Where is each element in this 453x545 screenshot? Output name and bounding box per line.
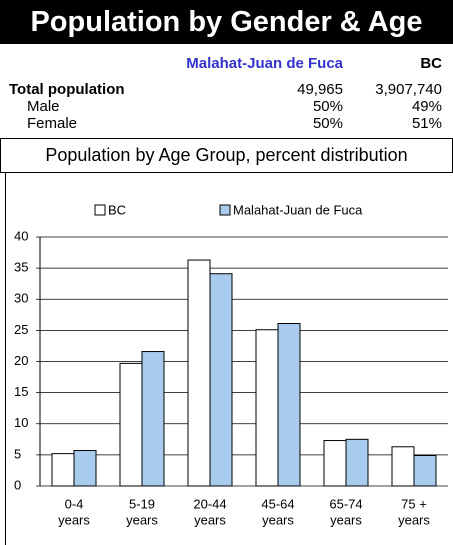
legend-label: BC bbox=[108, 202, 126, 217]
chart: 0 5 10 15 20 25 30 35 40 BC Malahat-Juan de Fuca 0-… bbox=[5, 172, 448, 545]
chart-title: Population by Age Group, percent distrib… bbox=[0, 138, 453, 173]
bar bbox=[141, 351, 165, 487]
legend-swatch bbox=[219, 204, 231, 216]
row-label: Female bbox=[27, 115, 78, 132]
cell: 50% bbox=[312, 115, 343, 132]
x-tick-label: 75 + bbox=[401, 496, 427, 511]
bar bbox=[277, 323, 301, 487]
bar bbox=[51, 453, 75, 487]
y-tick-label: 35 bbox=[14, 260, 28, 275]
y-tick-label: 20 bbox=[14, 353, 28, 368]
y-tick-label: 25 bbox=[14, 322, 28, 337]
y-tick-label: 15 bbox=[14, 384, 28, 399]
x-tick-label: 5-19 bbox=[129, 496, 155, 511]
x-tick-label: years bbox=[330, 512, 362, 527]
y-tick-label: 5 bbox=[14, 446, 21, 461]
x-tick-label: years bbox=[126, 512, 158, 527]
x-tick-label: 20-44 bbox=[193, 496, 226, 511]
bar bbox=[119, 362, 143, 487]
bar bbox=[323, 440, 347, 487]
bar bbox=[255, 329, 279, 487]
legend-label: Malahat-Juan de Fuca bbox=[233, 202, 363, 217]
bar bbox=[187, 259, 211, 487]
bar bbox=[209, 273, 233, 487]
bar bbox=[73, 450, 97, 487]
row-label: Male bbox=[27, 98, 60, 115]
y-tick-label: 40 bbox=[14, 228, 28, 243]
legend-swatch bbox=[94, 204, 106, 216]
cell: 51% bbox=[411, 115, 442, 132]
column-header: BC bbox=[420, 55, 442, 72]
row-label: Total population bbox=[9, 81, 125, 98]
x-tick-label: 0-4 bbox=[65, 496, 84, 511]
cell: 49,965 bbox=[297, 81, 343, 98]
bar bbox=[345, 438, 369, 487]
x-tick-label: years bbox=[58, 512, 90, 527]
cell: 50% bbox=[312, 98, 343, 115]
column-header: Malahat-Juan de Fuca bbox=[186, 55, 343, 72]
y-tick-label: 10 bbox=[14, 415, 28, 430]
y-tick-label: 30 bbox=[14, 291, 28, 306]
title: Population by Gender & Age bbox=[0, 0, 453, 44]
x-tick-label: 45-64 bbox=[261, 496, 294, 511]
x-tick-label: 65-74 bbox=[329, 496, 362, 511]
cell: 49% bbox=[411, 98, 442, 115]
x-tick-label: years bbox=[194, 512, 226, 527]
bar bbox=[391, 446, 415, 487]
bar bbox=[413, 454, 437, 487]
y-tick-label: 0 bbox=[14, 477, 21, 492]
x-tick-label: years bbox=[398, 512, 430, 527]
cell: 3,907,740 bbox=[375, 81, 442, 98]
x-tick-label: years bbox=[262, 512, 294, 527]
